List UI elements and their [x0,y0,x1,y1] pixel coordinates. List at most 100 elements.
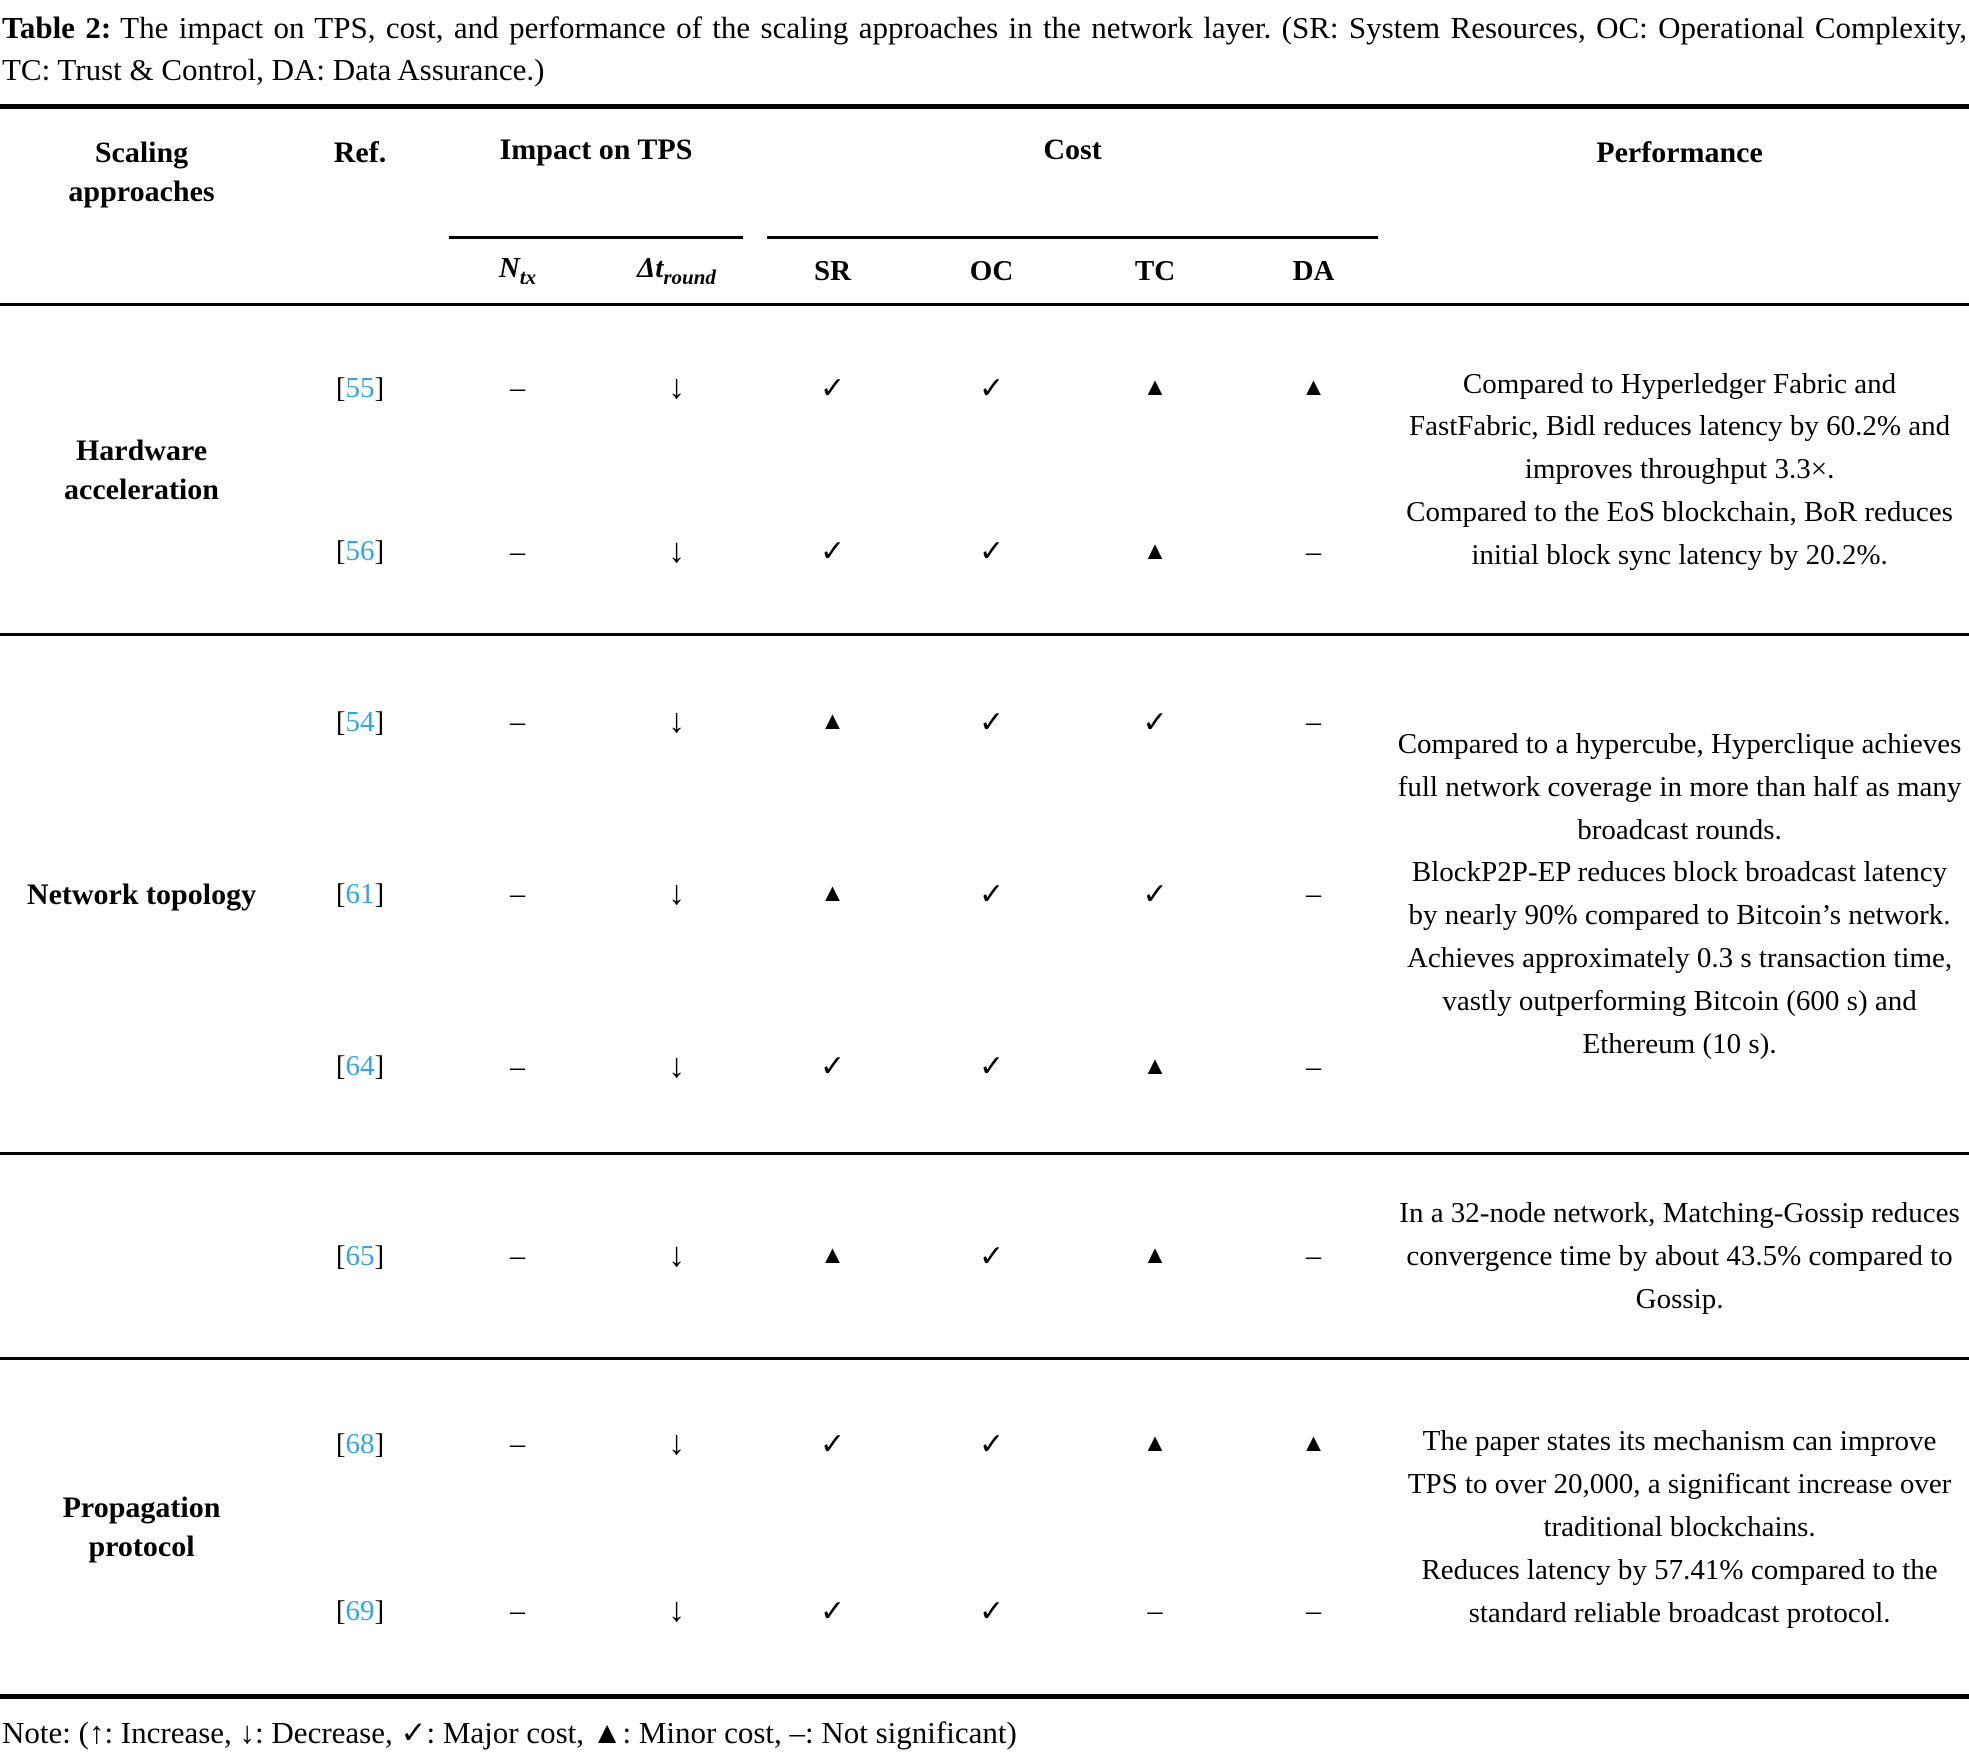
scaling-approaches-table: Scaling approaches Ref. Impact on TPS Co… [0,104,1969,1700]
cell-oc: ✓ [978,1594,1005,1628]
cell-da: ▲ [1301,1430,1326,1458]
cell-sr: ✓ [819,371,846,405]
n-tx-subscript: tx [519,265,537,290]
cell-dt-round: ↓ [668,875,685,913]
performance-text: BlockP2P-EP reduces block broadcast late… [1408,856,1951,932]
cell-tc: ▲ [1142,537,1168,565]
cell-dt-round: ↓ [668,532,685,570]
citation-link[interactable]: 65 [345,1239,375,1272]
header-oc: OC [969,254,1014,287]
cell-da: – [1306,1049,1322,1083]
bracket: [ [335,1239,346,1272]
cell-sr: ✓ [819,1594,846,1628]
ref-cell: [54] [283,635,437,808]
citation-link[interactable]: 54 [345,705,375,738]
performance-text: Reduces latency by 57.41% compared to th… [1421,1553,1938,1629]
group-label-empty [0,1154,283,1359]
cell-tc: – [1147,1594,1163,1628]
ref-cell: [55] [283,305,437,470]
bracket: [ [335,1594,346,1627]
performance-text: Compared to Hyperledger Fabric and FastF… [1408,367,1951,486]
cell-da: ▲ [1301,374,1326,402]
delta-t-subscript: round [663,265,716,290]
cell-da: – [1306,1594,1322,1628]
cell-ntx: – [510,1427,525,1461]
bracket: ] [374,371,385,404]
citation-link[interactable]: 69 [345,1594,375,1627]
delta-t-symbol: Δt [637,252,664,285]
table-header: Scaling approaches Ref. Impact on TPS Co… [0,107,1969,305]
performance-cell: The paper states its mechanism can impro… [1390,1359,1969,1697]
cell-dt-round: ↓ [668,703,685,741]
cell-oc: ✓ [978,1239,1005,1273]
cell-ntx: – [510,1239,525,1273]
caption-text: The impact on TPS, cost, and performance… [2,10,1967,88]
ref-cell: [64] [283,981,437,1154]
cell-dt-round: ↓ [668,1047,685,1085]
cell-sr: ▲ [820,708,845,736]
ref-cell: [61] [283,808,437,981]
cell-oc: ✓ [978,1427,1005,1461]
header-n-tx: Ntx [437,239,598,305]
cell-tc: ▲ [1142,1242,1168,1270]
cell-oc: ✓ [978,1050,1005,1084]
header-ref: Ref. [333,136,387,170]
cost-label: Cost [1043,133,1102,167]
header-cost: Cost [755,107,1390,240]
cell-tc: ▲ [1142,1430,1168,1458]
cell-sr: ▲ [820,880,845,908]
header-sr: SR [813,254,852,287]
cell-ntx: – [510,1049,525,1083]
cell-sr: ✓ [819,535,846,569]
cell-tc: ▲ [1142,374,1168,402]
citation-link[interactable]: 64 [345,1050,375,1083]
bracket: [ [335,371,346,404]
group-hardware-acceleration: Hardware acceleration [55] – ↓ ✓ ✓ ▲ ▲ C… [0,304,1969,635]
impact-on-tps-label: Impact on TPS [499,133,693,167]
citation-link[interactable]: 56 [345,535,375,568]
cell-da: – [1306,705,1322,739]
table-row: [64] – ↓ ✓ ✓ ▲ – [0,981,1969,1154]
bracket: [ [335,705,346,738]
table-row: [56] – ↓ ✓ ✓ ▲ – [0,470,1969,635]
citation-link[interactable]: 68 [345,1427,375,1460]
table-row: [61] – ↓ ▲ ✓ ✓ – [0,808,1969,981]
cell-sr: ✓ [819,1050,846,1084]
table-row: Network topology [54] – ↓ ▲ ✓ ✓ – Compar… [0,635,1969,1060]
table-row: [65] – ↓ ▲ ✓ ▲ – In a 32-node network, M… [0,1154,1969,1359]
performance-text: The paper states its mechanism can impro… [1407,1425,1952,1543]
bracket: ] [374,705,385,738]
bracket: [ [335,877,346,910]
cell-dt-round: ↓ [668,1425,685,1463]
cell-ntx: – [510,371,525,405]
group-label-propagation-protocol: Propagation protocol [62,1491,221,1564]
header-performance: Performance [1596,136,1763,170]
cell-tc: ✓ [1142,877,1168,911]
group-propagation-protocol: Propagation protocol [68] – ↓ ✓ ✓ ▲ ▲ Th… [0,1358,1969,1697]
group-network-topology: Network topology [54] – ↓ ▲ ✓ ✓ – Compar… [0,634,1969,1154]
table-note: Note: (↑: Increase, ↓: Decrease, ✓: Majo… [2,1715,1017,1751]
table-row: Hardware acceleration [55] – ↓ ✓ ✓ ▲ ▲ C… [0,305,1969,572]
performance-text: Compared to a hypercube, Hyperclique ach… [1397,727,1962,846]
group-unlabeled: [65] – ↓ ▲ ✓ ▲ – In a 32-node network, M… [0,1153,1969,1359]
citation-link[interactable]: 61 [345,877,375,910]
cell-oc: ✓ [978,705,1005,739]
performance-cell: In a 32-node network, Matching-Gossip re… [1390,1154,1969,1359]
bracket: ] [374,535,385,568]
citation-link[interactable]: 55 [345,371,375,404]
header-impact-on-tps: Impact on TPS [437,107,755,240]
cell-ntx: – [510,877,525,911]
cell-tc: ✓ [1142,705,1168,739]
cell-ntx: – [510,534,525,568]
cell-ntx: – [510,705,525,739]
bracket: ] [374,877,385,910]
cell-dt-round: ↓ [668,1237,685,1275]
ref-cell: [65] [283,1154,437,1359]
cell-ntx: – [510,1594,525,1628]
header-tc: TC [1134,254,1176,287]
cell-sr: ▲ [820,1242,845,1270]
cell-oc: ✓ [978,877,1005,911]
performance-text: Compared to the EoS blockchain, BoR redu… [1406,496,1953,572]
header-scaling-approaches: Scaling approaches [68,136,215,209]
table-row: [69] – ↓ ✓ ✓ – – [0,1528,1969,1697]
